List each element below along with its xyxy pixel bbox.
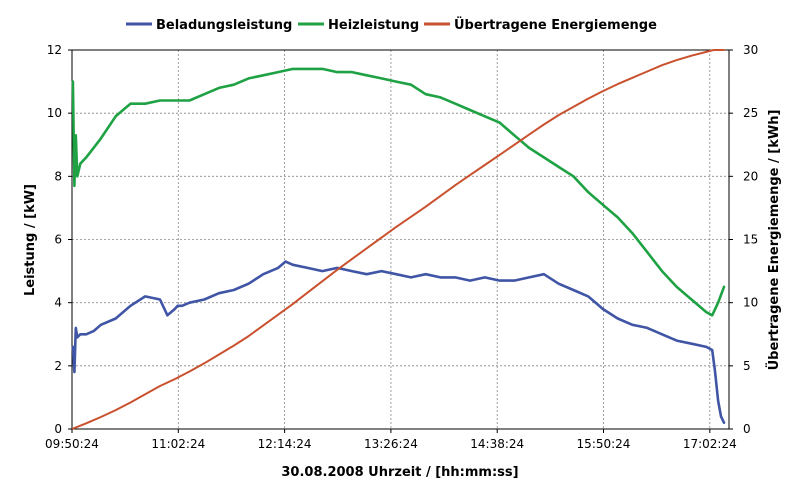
x-tick-label: 15:50:24 bbox=[577, 437, 631, 451]
y-left-tick-label: 10 bbox=[47, 106, 62, 120]
x-tick-label: 14:38:24 bbox=[470, 437, 524, 451]
y-left-axis-title: Leistung / [kW] bbox=[23, 184, 38, 296]
x-tick-label: 11:02:24 bbox=[151, 437, 205, 451]
y-right-tick-label: 15 bbox=[743, 233, 758, 247]
legend-label-heizleistung: Heizleistung bbox=[328, 18, 419, 33]
y-left-tick-label: 2 bbox=[54, 359, 62, 373]
y-left-tick-label: 6 bbox=[54, 233, 62, 247]
legend-label-beladungsleistung: Beladungsleistung bbox=[156, 18, 292, 33]
y-right-tick-label: 5 bbox=[743, 359, 751, 373]
y-left-tick-label: 4 bbox=[54, 296, 62, 310]
y-right-tick-label: 20 bbox=[743, 169, 758, 183]
series-line-beladungsleistung bbox=[71, 260, 726, 425]
x-tick-label: 12:14:24 bbox=[258, 437, 312, 451]
y-right-tick-label: 25 bbox=[743, 106, 758, 120]
y-right-tick-label: 30 bbox=[743, 43, 758, 57]
series-layer bbox=[71, 49, 726, 430]
y-right-tick-label: 10 bbox=[743, 296, 758, 310]
x-tick-label: 13:26:24 bbox=[364, 437, 418, 451]
y-left-tick-label: 8 bbox=[54, 169, 62, 183]
x-tick-label: 09:50:24 bbox=[45, 437, 99, 451]
x-tick-labels: 09:50:24 11:02:24 12:14:24 13:26:24 14:38:24… bbox=[45, 429, 737, 451]
x-axis-title: 30.08.2008 Uhrzeit / [hh:mm:ss] bbox=[281, 465, 518, 480]
legend-label-energiemenge: Übertragene Energiemenge bbox=[454, 17, 657, 33]
x-tick-label: 17:02:24 bbox=[683, 437, 737, 451]
y-right-tick-label: 0 bbox=[743, 422, 751, 436]
y-left-tick-label: 0 bbox=[54, 422, 62, 436]
series-line-heizleistung bbox=[71, 67, 726, 317]
y-left-tick-labels: 0 2 4 6 8 10 12 bbox=[47, 43, 72, 436]
y-right-axis-title: Übertragene Energiemenge / [kWh] bbox=[766, 110, 782, 371]
y-left-tick-label: 12 bbox=[47, 43, 62, 57]
y-right-tick-labels: 0 5 10 15 20 25 30 bbox=[729, 43, 758, 436]
grid bbox=[72, 50, 729, 429]
legend: Beladungsleistung Heizleistung Übertrage… bbox=[126, 17, 657, 33]
series-line-energiemenge bbox=[71, 49, 725, 430]
